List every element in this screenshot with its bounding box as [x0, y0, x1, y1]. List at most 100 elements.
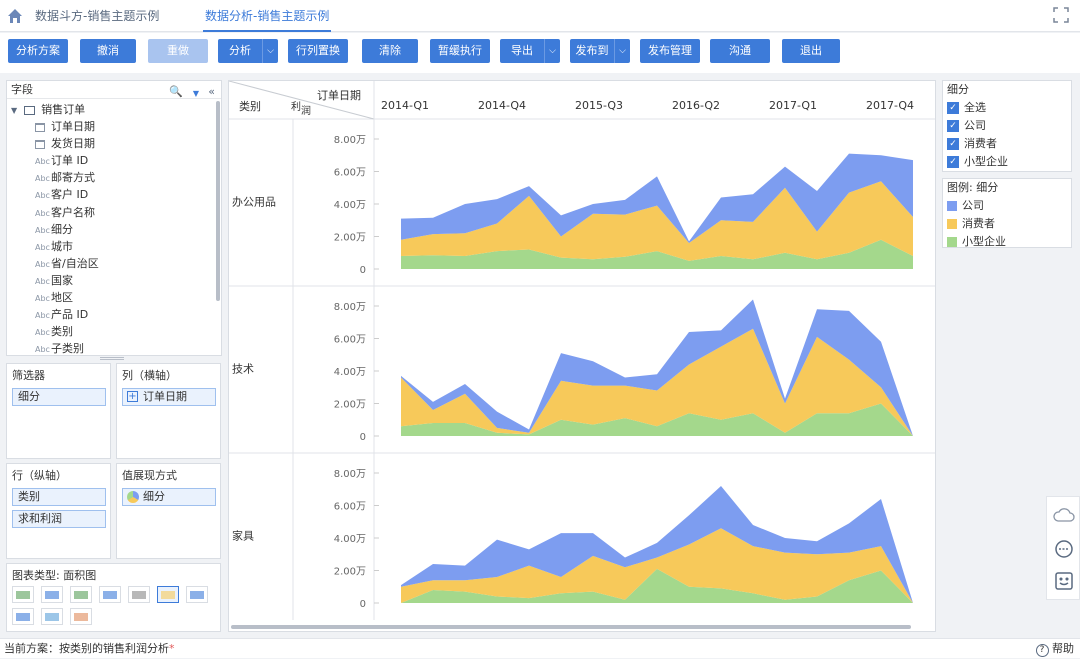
field-item[interactable]: Abc国家	[7, 272, 217, 289]
horizontal-scrollbar[interactable]	[231, 625, 911, 629]
treemap-icon[interactable]	[41, 608, 63, 625]
column-chip-label: 订单日期	[143, 390, 187, 403]
column-zone[interactable]: 列（横轴） + 订单日期	[116, 363, 221, 459]
tree-root[interactable]: ▼ 销售订单	[7, 101, 217, 118]
home-icon[interactable]	[6, 7, 24, 25]
tab-data-analysis[interactable]: 数据分析-销售主题示例	[203, 0, 332, 32]
fullscreen-icon[interactable]	[1052, 6, 1070, 24]
help-button[interactable]: ? 帮助	[1035, 639, 1074, 659]
chevron-down-icon[interactable]: ⌵	[614, 39, 630, 63]
toolbar-button-3[interactable]: 分析 ⌵	[218, 39, 278, 63]
segment-checkbox-row[interactable]: ✓ 全选	[943, 99, 1071, 117]
toolbar-button-4[interactable]: 行列置换	[288, 39, 348, 63]
expand-icon[interactable]: ▼	[11, 106, 18, 115]
calendar-icon	[35, 119, 51, 136]
area-chart-icon[interactable]	[157, 586, 179, 603]
table-chart-icon[interactable]	[12, 586, 34, 603]
filter-zone-title: 筛选器	[12, 369, 45, 382]
stacked-bar-icon[interactable]	[70, 586, 92, 603]
checkbox-checked-icon[interactable]: ✓	[947, 102, 959, 114]
value-zone[interactable]: 值展现方式 细分	[116, 463, 221, 559]
row-zone[interactable]: 行（纵轴） 类别 求和利润	[6, 463, 111, 559]
field-item[interactable]: Abc邮寄方式	[7, 169, 217, 186]
field-item[interactable]: 发货日期	[7, 135, 217, 152]
row-chip-profit[interactable]: 求和利润	[12, 510, 106, 528]
pie-chart-icon[interactable]	[186, 586, 208, 603]
chart-type-title: 图表类型: 面积图	[12, 569, 97, 582]
field-panel: 字段 🔍 ▼ « ▼ 销售订单 订单日期 发货日期 Abc订单 ID Abc邮寄方式 A…	[6, 80, 222, 356]
scrollbar[interactable]	[216, 101, 220, 301]
line-chart-icon[interactable]	[99, 586, 121, 603]
text-type-icon: Abc	[35, 191, 50, 201]
field-item[interactable]: Abc客户 ID	[7, 186, 217, 203]
field-item[interactable]: 订单日期	[7, 118, 217, 135]
text-type-icon: Abc	[35, 259, 50, 269]
bar-chart-icon[interactable]	[41, 586, 63, 603]
field-item-label: 细分	[51, 222, 73, 236]
text-type-icon: Abc	[35, 242, 50, 252]
toolbar-button-label: 发布到	[575, 44, 609, 57]
toolbar-button-2[interactable]: 重做	[148, 39, 208, 63]
help-icon: ?	[1035, 644, 1049, 657]
header-measure-1: 利	[291, 101, 301, 113]
toolbar-button-7[interactable]: 导出 ⌵	[500, 39, 560, 63]
top-bar: 数据斗方-销售主题示例 数据分析-销售主题示例	[0, 0, 1080, 32]
checkbox-checked-icon[interactable]: ✓	[947, 138, 959, 150]
column-chip[interactable]: + 订单日期	[122, 388, 216, 406]
scatter-icon[interactable]	[70, 608, 92, 625]
help-label: 帮助	[1052, 642, 1074, 655]
segment-checkbox-row[interactable]: ✓ 公司	[943, 117, 1071, 135]
search-icon[interactable]: 🔍	[169, 85, 183, 98]
collapse-icon[interactable]: «	[208, 85, 215, 98]
floating-toolbar	[1046, 496, 1080, 600]
text-type-icon: Abc	[35, 276, 50, 286]
field-item[interactable]: Abc地区	[7, 289, 217, 306]
field-item[interactable]: Abc子类别	[7, 340, 217, 357]
text-type-icon: Abc	[35, 157, 50, 167]
expand-plus-icon[interactable]: +	[127, 391, 138, 402]
field-item-label: 客户名称	[51, 205, 95, 219]
row-chip-category[interactable]: 类别	[12, 488, 106, 506]
field-item[interactable]: Abc细分	[7, 221, 217, 238]
resize-handle[interactable]	[100, 357, 124, 360]
y-tick-label: 6.00万	[334, 168, 366, 179]
checkbox-checked-icon[interactable]: ✓	[947, 120, 959, 132]
field-item[interactable]: Abc订单 ID	[7, 152, 217, 169]
legend-label: 小型企业	[962, 235, 1006, 248]
filter-chip[interactable]: 细分	[12, 388, 106, 406]
field-item-label: 发货日期	[51, 137, 95, 151]
tab-data-cube[interactable]: 数据斗方-销售主题示例	[35, 9, 160, 23]
chat-icon[interactable]	[1054, 539, 1074, 559]
checkbox-checked-icon[interactable]: ✓	[947, 156, 959, 168]
chevron-down-icon[interactable]: ⌵	[262, 39, 278, 63]
toolbar-button-6[interactable]: 暂缓执行	[430, 39, 490, 63]
segment-checkbox-row[interactable]: ✓ 小型企业	[943, 153, 1071, 171]
feedback-icon[interactable]	[1054, 571, 1074, 591]
filter-zone[interactable]: 筛选器 细分	[6, 363, 111, 459]
toolbar-button-5[interactable]: 清除	[362, 39, 418, 63]
cloud-icon[interactable]	[1053, 507, 1075, 523]
toolbar-button-9[interactable]: 发布管理	[640, 39, 700, 63]
heatmap-icon[interactable]	[12, 608, 34, 625]
segment-checkbox-row[interactable]: ✓ 消费者	[943, 135, 1071, 153]
field-item[interactable]: Abc类别	[7, 323, 217, 340]
field-item[interactable]: Abc城市	[7, 238, 217, 255]
toolbar-button-label: 重做	[167, 44, 189, 57]
value-chip[interactable]: 细分	[122, 488, 216, 506]
toolbar-button-8[interactable]: 发布到 ⌵	[570, 39, 630, 63]
toolbar-button-10[interactable]: 沟通	[710, 39, 770, 63]
toolbar-button-label: 发布管理	[648, 44, 692, 57]
toolbar-button-11[interactable]: 退出	[782, 39, 840, 63]
filter-dropdown-icon[interactable]: ▼	[192, 89, 199, 98]
toolbar-button-0[interactable]: 分析方案	[8, 39, 68, 63]
field-item-label: 类别	[51, 325, 73, 339]
line-points-icon[interactable]	[128, 586, 150, 603]
toolbar-button-label: 清除	[379, 44, 401, 57]
legend-item: 小型企业	[943, 233, 1071, 251]
field-item[interactable]: Abc产品 ID	[7, 306, 217, 323]
field-item[interactable]: Abc省/自治区	[7, 255, 217, 272]
toolbar-button-1[interactable]: 撤消	[80, 39, 136, 63]
toolbar-button-label: 暂缓执行	[438, 44, 482, 57]
field-item[interactable]: Abc客户名称	[7, 204, 217, 221]
chevron-down-icon[interactable]: ⌵	[544, 39, 560, 63]
